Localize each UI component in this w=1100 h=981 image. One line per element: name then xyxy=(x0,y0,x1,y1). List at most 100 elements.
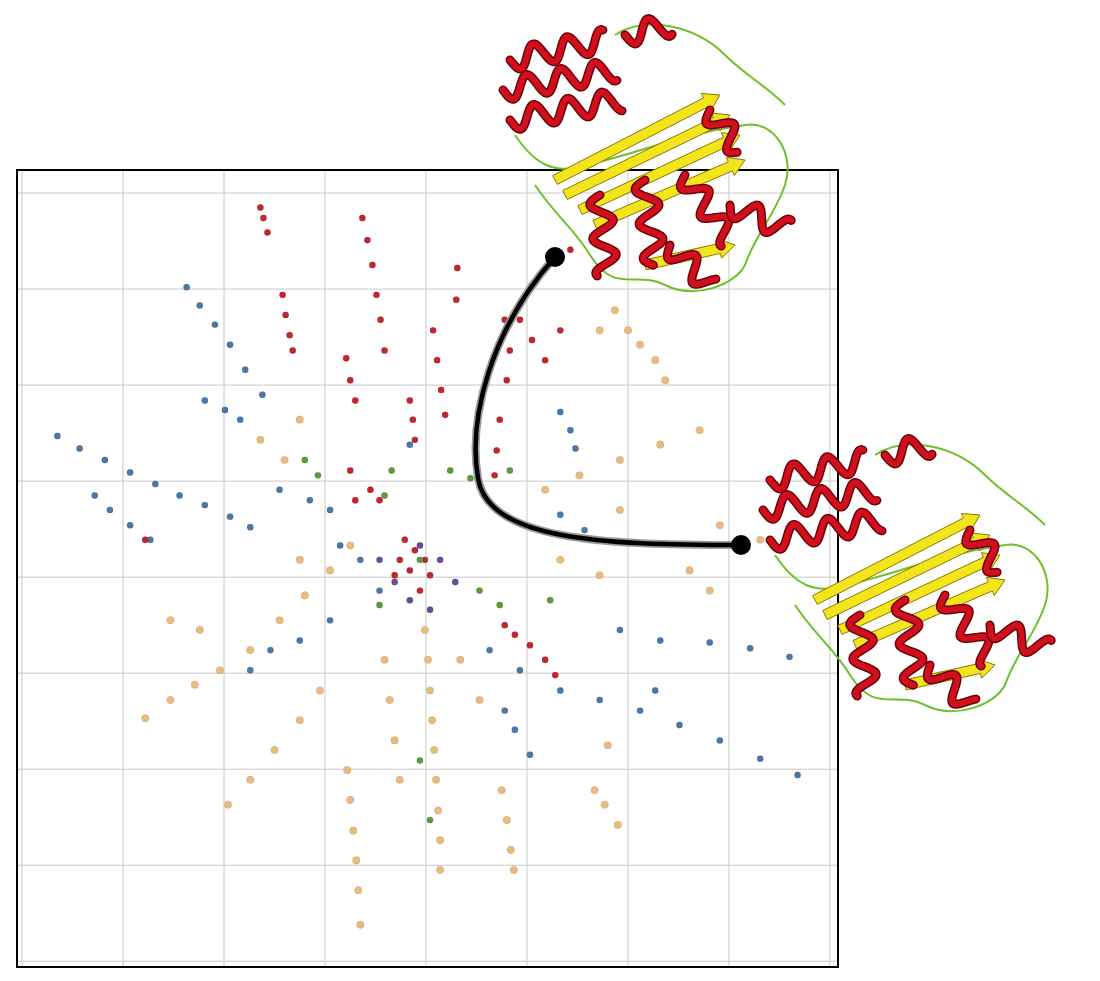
point xyxy=(107,507,113,513)
point xyxy=(352,397,358,403)
helix-outline xyxy=(730,205,791,233)
point xyxy=(424,656,432,664)
point xyxy=(542,357,548,363)
grid-line-y xyxy=(17,769,838,770)
point xyxy=(127,522,133,528)
point xyxy=(247,524,253,530)
point xyxy=(102,457,108,463)
point xyxy=(381,656,389,664)
helix xyxy=(940,595,989,666)
point xyxy=(503,816,511,824)
point xyxy=(657,637,663,643)
point xyxy=(467,475,473,481)
point xyxy=(497,416,503,422)
point xyxy=(337,542,343,548)
points xyxy=(54,204,801,928)
connector-dot xyxy=(545,247,565,267)
helix xyxy=(510,92,622,129)
point xyxy=(417,557,423,563)
connector-dot xyxy=(731,535,751,555)
point xyxy=(707,639,713,645)
point xyxy=(167,696,175,704)
point xyxy=(54,433,60,439)
helix-outline xyxy=(680,175,729,246)
point xyxy=(421,626,429,634)
helix xyxy=(966,530,997,573)
helix-outline xyxy=(635,180,663,265)
point xyxy=(686,567,694,575)
point xyxy=(596,697,602,703)
point xyxy=(246,776,254,784)
point xyxy=(397,557,403,563)
point xyxy=(437,557,443,563)
point xyxy=(510,866,518,874)
point xyxy=(352,497,358,503)
point xyxy=(417,542,423,548)
point xyxy=(696,426,704,434)
point xyxy=(279,292,285,298)
point xyxy=(316,687,324,695)
helix xyxy=(590,195,616,276)
point xyxy=(227,342,233,348)
point xyxy=(92,492,98,498)
point xyxy=(636,341,644,349)
point xyxy=(572,445,578,451)
helix xyxy=(770,512,882,549)
point xyxy=(327,617,333,623)
point xyxy=(432,776,440,784)
point xyxy=(507,846,515,854)
point xyxy=(282,312,288,318)
point xyxy=(297,637,303,643)
grid-line-y xyxy=(17,289,838,290)
point xyxy=(614,821,622,829)
helix xyxy=(895,600,923,685)
point xyxy=(191,681,199,689)
point xyxy=(167,617,175,625)
helix xyxy=(850,615,876,696)
point xyxy=(493,447,499,453)
point xyxy=(301,592,309,600)
point xyxy=(527,752,533,758)
helix-outline xyxy=(590,195,616,276)
grid-line-y xyxy=(17,481,838,482)
helix xyxy=(680,175,729,246)
point xyxy=(624,327,632,335)
grid-line-y xyxy=(17,961,838,962)
point xyxy=(430,746,438,754)
point xyxy=(407,397,413,403)
point xyxy=(637,707,643,713)
helix xyxy=(667,245,716,284)
point xyxy=(391,579,397,585)
point xyxy=(216,666,224,674)
point xyxy=(512,727,518,733)
point xyxy=(438,387,444,393)
point xyxy=(127,469,133,475)
helix-outline xyxy=(770,512,882,549)
point xyxy=(276,617,284,625)
point xyxy=(453,296,459,302)
point xyxy=(447,467,453,473)
point xyxy=(616,506,624,514)
point xyxy=(381,347,387,353)
helix-outline xyxy=(927,665,976,704)
helix xyxy=(990,625,1051,653)
helix-outline xyxy=(850,615,876,696)
point xyxy=(377,317,383,323)
point xyxy=(498,787,506,795)
point xyxy=(454,265,460,271)
point xyxy=(376,587,382,593)
point xyxy=(364,237,370,243)
point xyxy=(381,492,387,498)
point xyxy=(430,327,436,333)
point xyxy=(557,327,563,333)
point xyxy=(326,567,334,575)
point xyxy=(349,827,357,835)
helix-outline xyxy=(885,439,932,464)
series xyxy=(142,204,574,678)
point xyxy=(327,507,333,513)
point xyxy=(183,284,189,290)
series xyxy=(376,542,458,613)
point xyxy=(257,436,265,444)
point xyxy=(142,536,148,542)
point xyxy=(557,409,563,415)
